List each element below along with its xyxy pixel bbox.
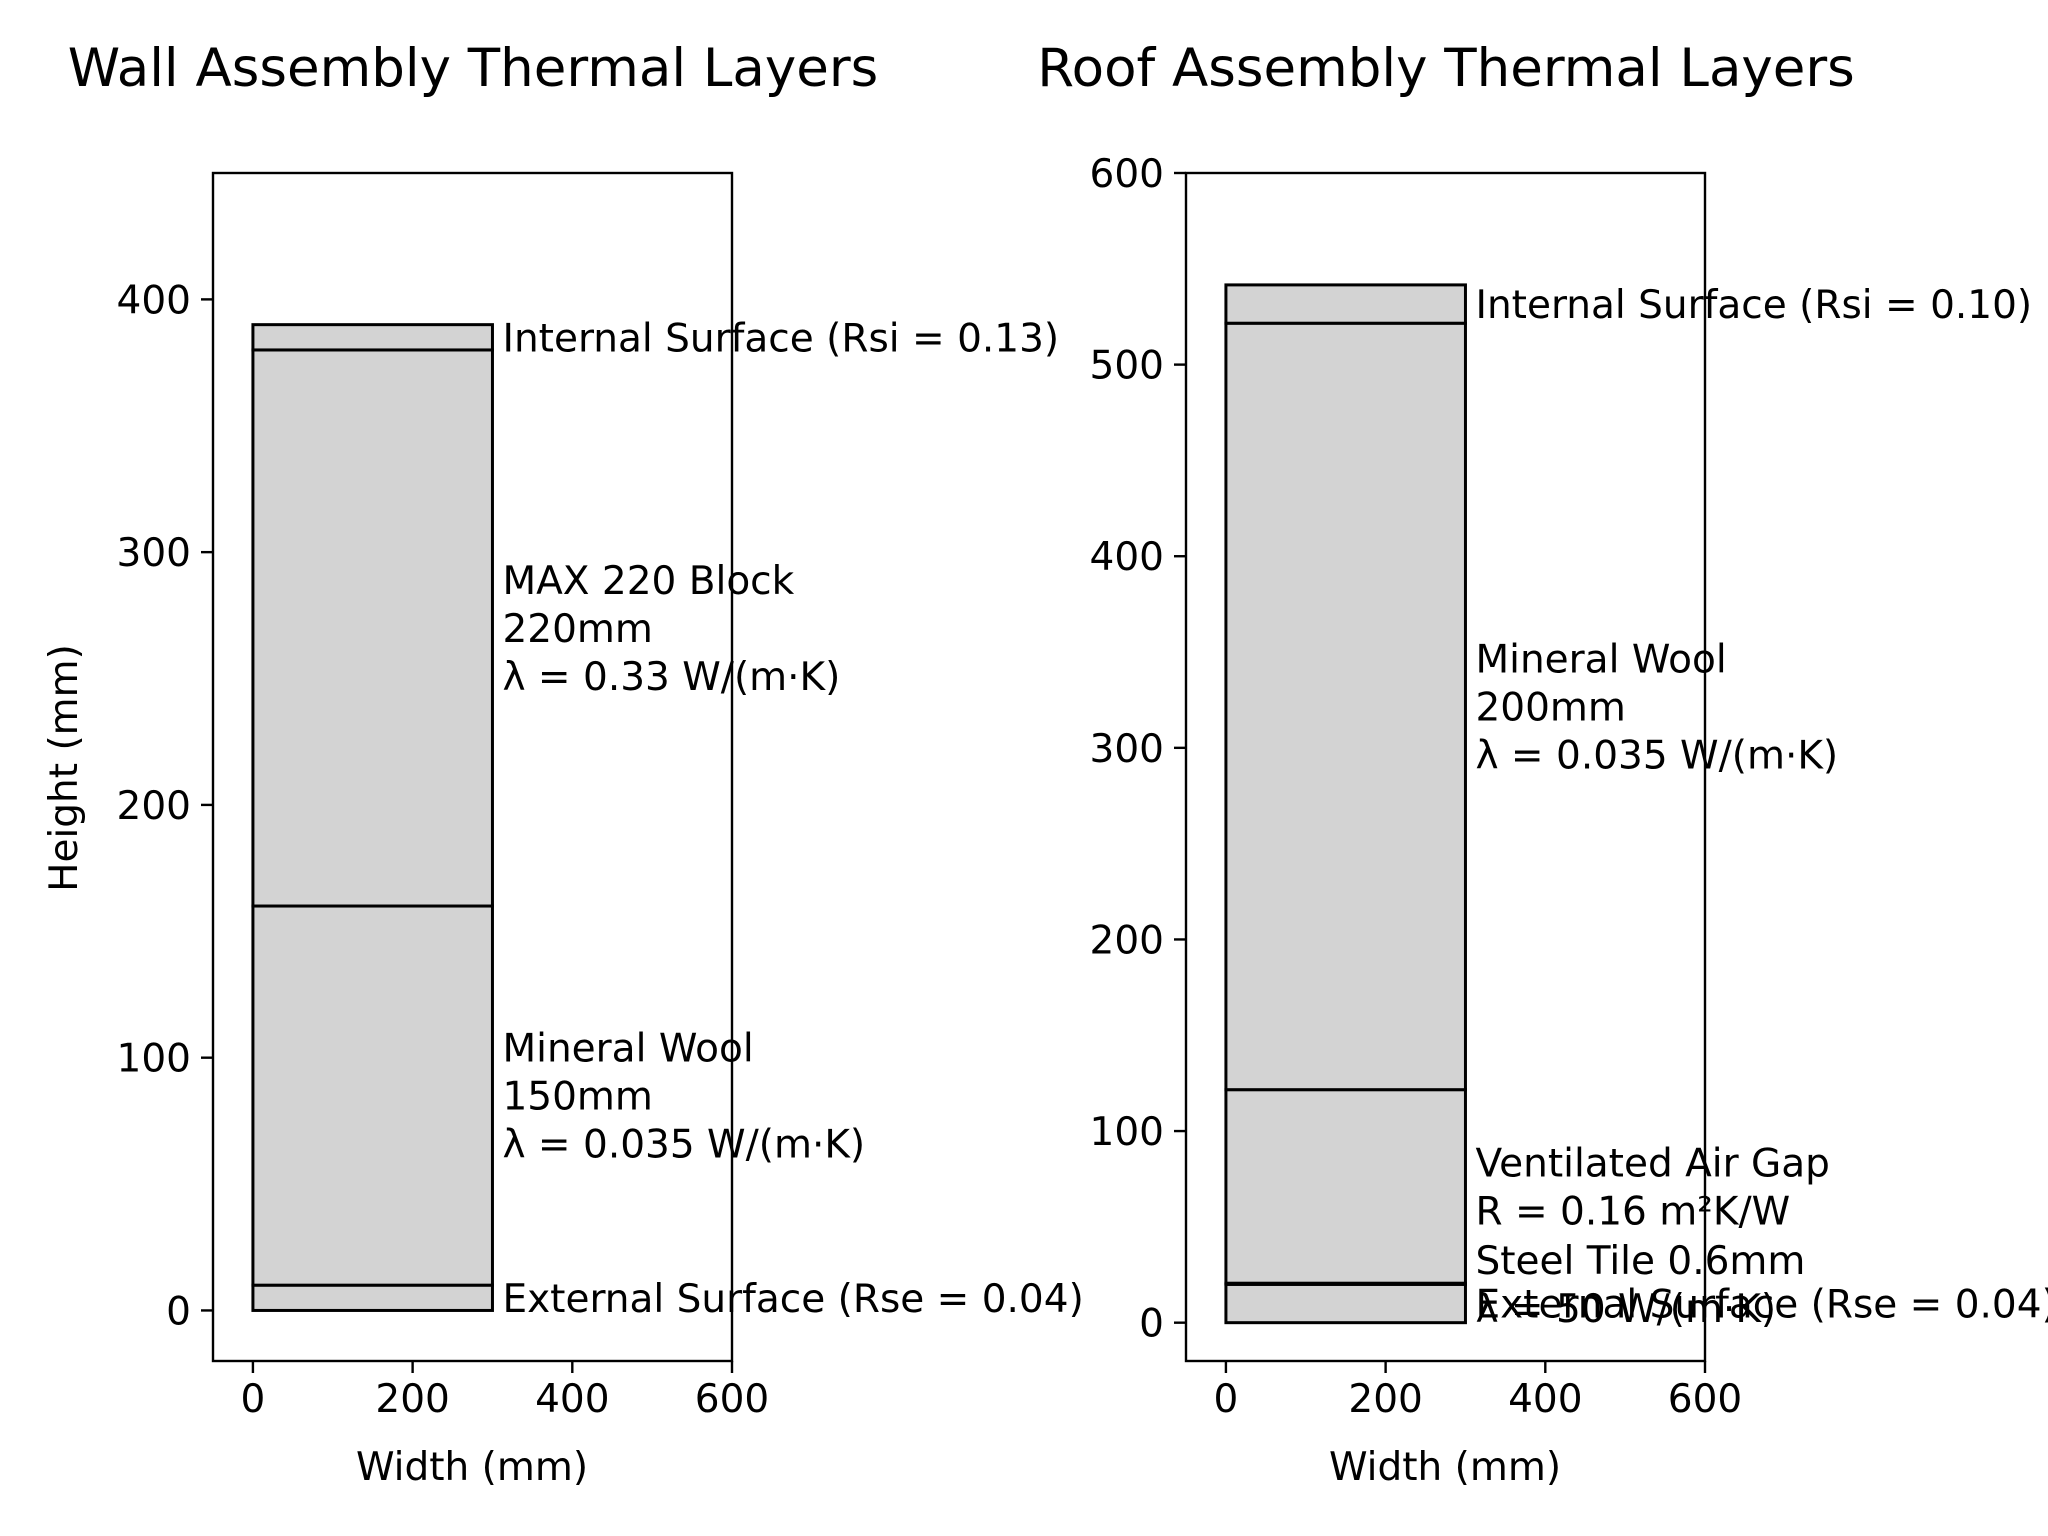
roof-y-tick-label: 500 <box>1090 344 1164 389</box>
wall-x-axis-label: Width (mm) <box>356 1445 588 1490</box>
roof-layer-annotation: Steel Tile 0.6mm λ = 50 W/(m·K) <box>1475 1239 1805 1332</box>
wall-layer-bar <box>251 348 494 908</box>
roof-y-tick-label: 400 <box>1090 535 1164 580</box>
wall-y-tick-label: 0 <box>166 1289 191 1334</box>
wall-chart-panel: 0 200 400 600 0 100 200 300 400 External Surface … <box>117 171 1084 1422</box>
roof-layer-annotation: External Surface (Rse = 0.04) <box>1475 1283 2048 1328</box>
wall-y-tick-label: 300 <box>117 531 191 576</box>
roof-axes-frame <box>1184 171 1707 1363</box>
wall-y-tick-label: 400 <box>117 278 191 323</box>
wall-x-tick-label: 200 <box>375 1377 449 1422</box>
wall-layer-annotation: MAX 220 Block 220mm λ = 0.33 W/(m·K) <box>502 559 840 700</box>
roof-y-tick-label: 600 <box>1090 152 1164 197</box>
roof-x-tick-label: 400 <box>1508 1377 1582 1422</box>
roof-x-tick-label: 200 <box>1348 1377 1422 1422</box>
wall-x-tick-label: 600 <box>695 1377 769 1422</box>
roof-layer-bar <box>1224 321 1467 1092</box>
roof-x-tick-label: 600 <box>1668 1377 1742 1422</box>
roof-chart-panel: 0 200 400 600 0 100 200 300 400 500 600 External Su… <box>1090 152 2048 1422</box>
roof-x-tick-label: 0 <box>1214 1377 1239 1422</box>
roof-y-tick-label: 300 <box>1090 727 1164 772</box>
wall-axes-frame <box>211 171 734 1363</box>
wall-x-tick-label: 400 <box>535 1377 609 1422</box>
roof-layer-bar <box>1224 283 1467 325</box>
wall-layer-annotation: External Surface (Rse = 0.04) <box>502 1277 1083 1322</box>
wall-layer-annotation: Mineral Wool 150mm λ = 0.035 W/(m·K) <box>502 1027 865 1168</box>
wall-layer-annotation: Internal Surface (Rsi = 0.13) <box>502 316 1059 361</box>
roof-y-tick-label: 100 <box>1090 1110 1164 1155</box>
wall-y-tick-label: 100 <box>117 1037 191 1082</box>
roof-chart-title: Roof Assembly Thermal Layers <box>1037 38 1855 99</box>
wall-chart-title: Wall Assembly Thermal Layers <box>68 38 879 99</box>
roof-layer-bar <box>1224 1282 1467 1325</box>
wall-y-axis-label: Height (mm) <box>42 644 87 892</box>
wall-y-tick-label: 200 <box>117 784 191 829</box>
roof-y-tick-label: 0 <box>1139 1302 1164 1347</box>
roof-layer-annotation: Internal Surface (Rsi = 0.10) <box>1475 283 2032 328</box>
roof-layer-annotation: Ventilated Air Gap R = 0.16 m²K/W <box>1475 1141 1830 1234</box>
wall-x-tick-label: 0 <box>241 1377 266 1422</box>
wall-layer-bar <box>251 904 494 1287</box>
roof-layer-bar <box>1224 1088 1467 1285</box>
wall-layer-bar <box>251 1283 494 1312</box>
wall-layer-bar <box>251 323 494 352</box>
roof-x-axis-label: Width (mm) <box>1329 1445 1561 1490</box>
roof-y-tick-label: 200 <box>1090 918 1164 963</box>
roof-layer-annotation: Mineral Wool 200mm λ = 0.035 W/(m·K) <box>1475 637 1838 778</box>
